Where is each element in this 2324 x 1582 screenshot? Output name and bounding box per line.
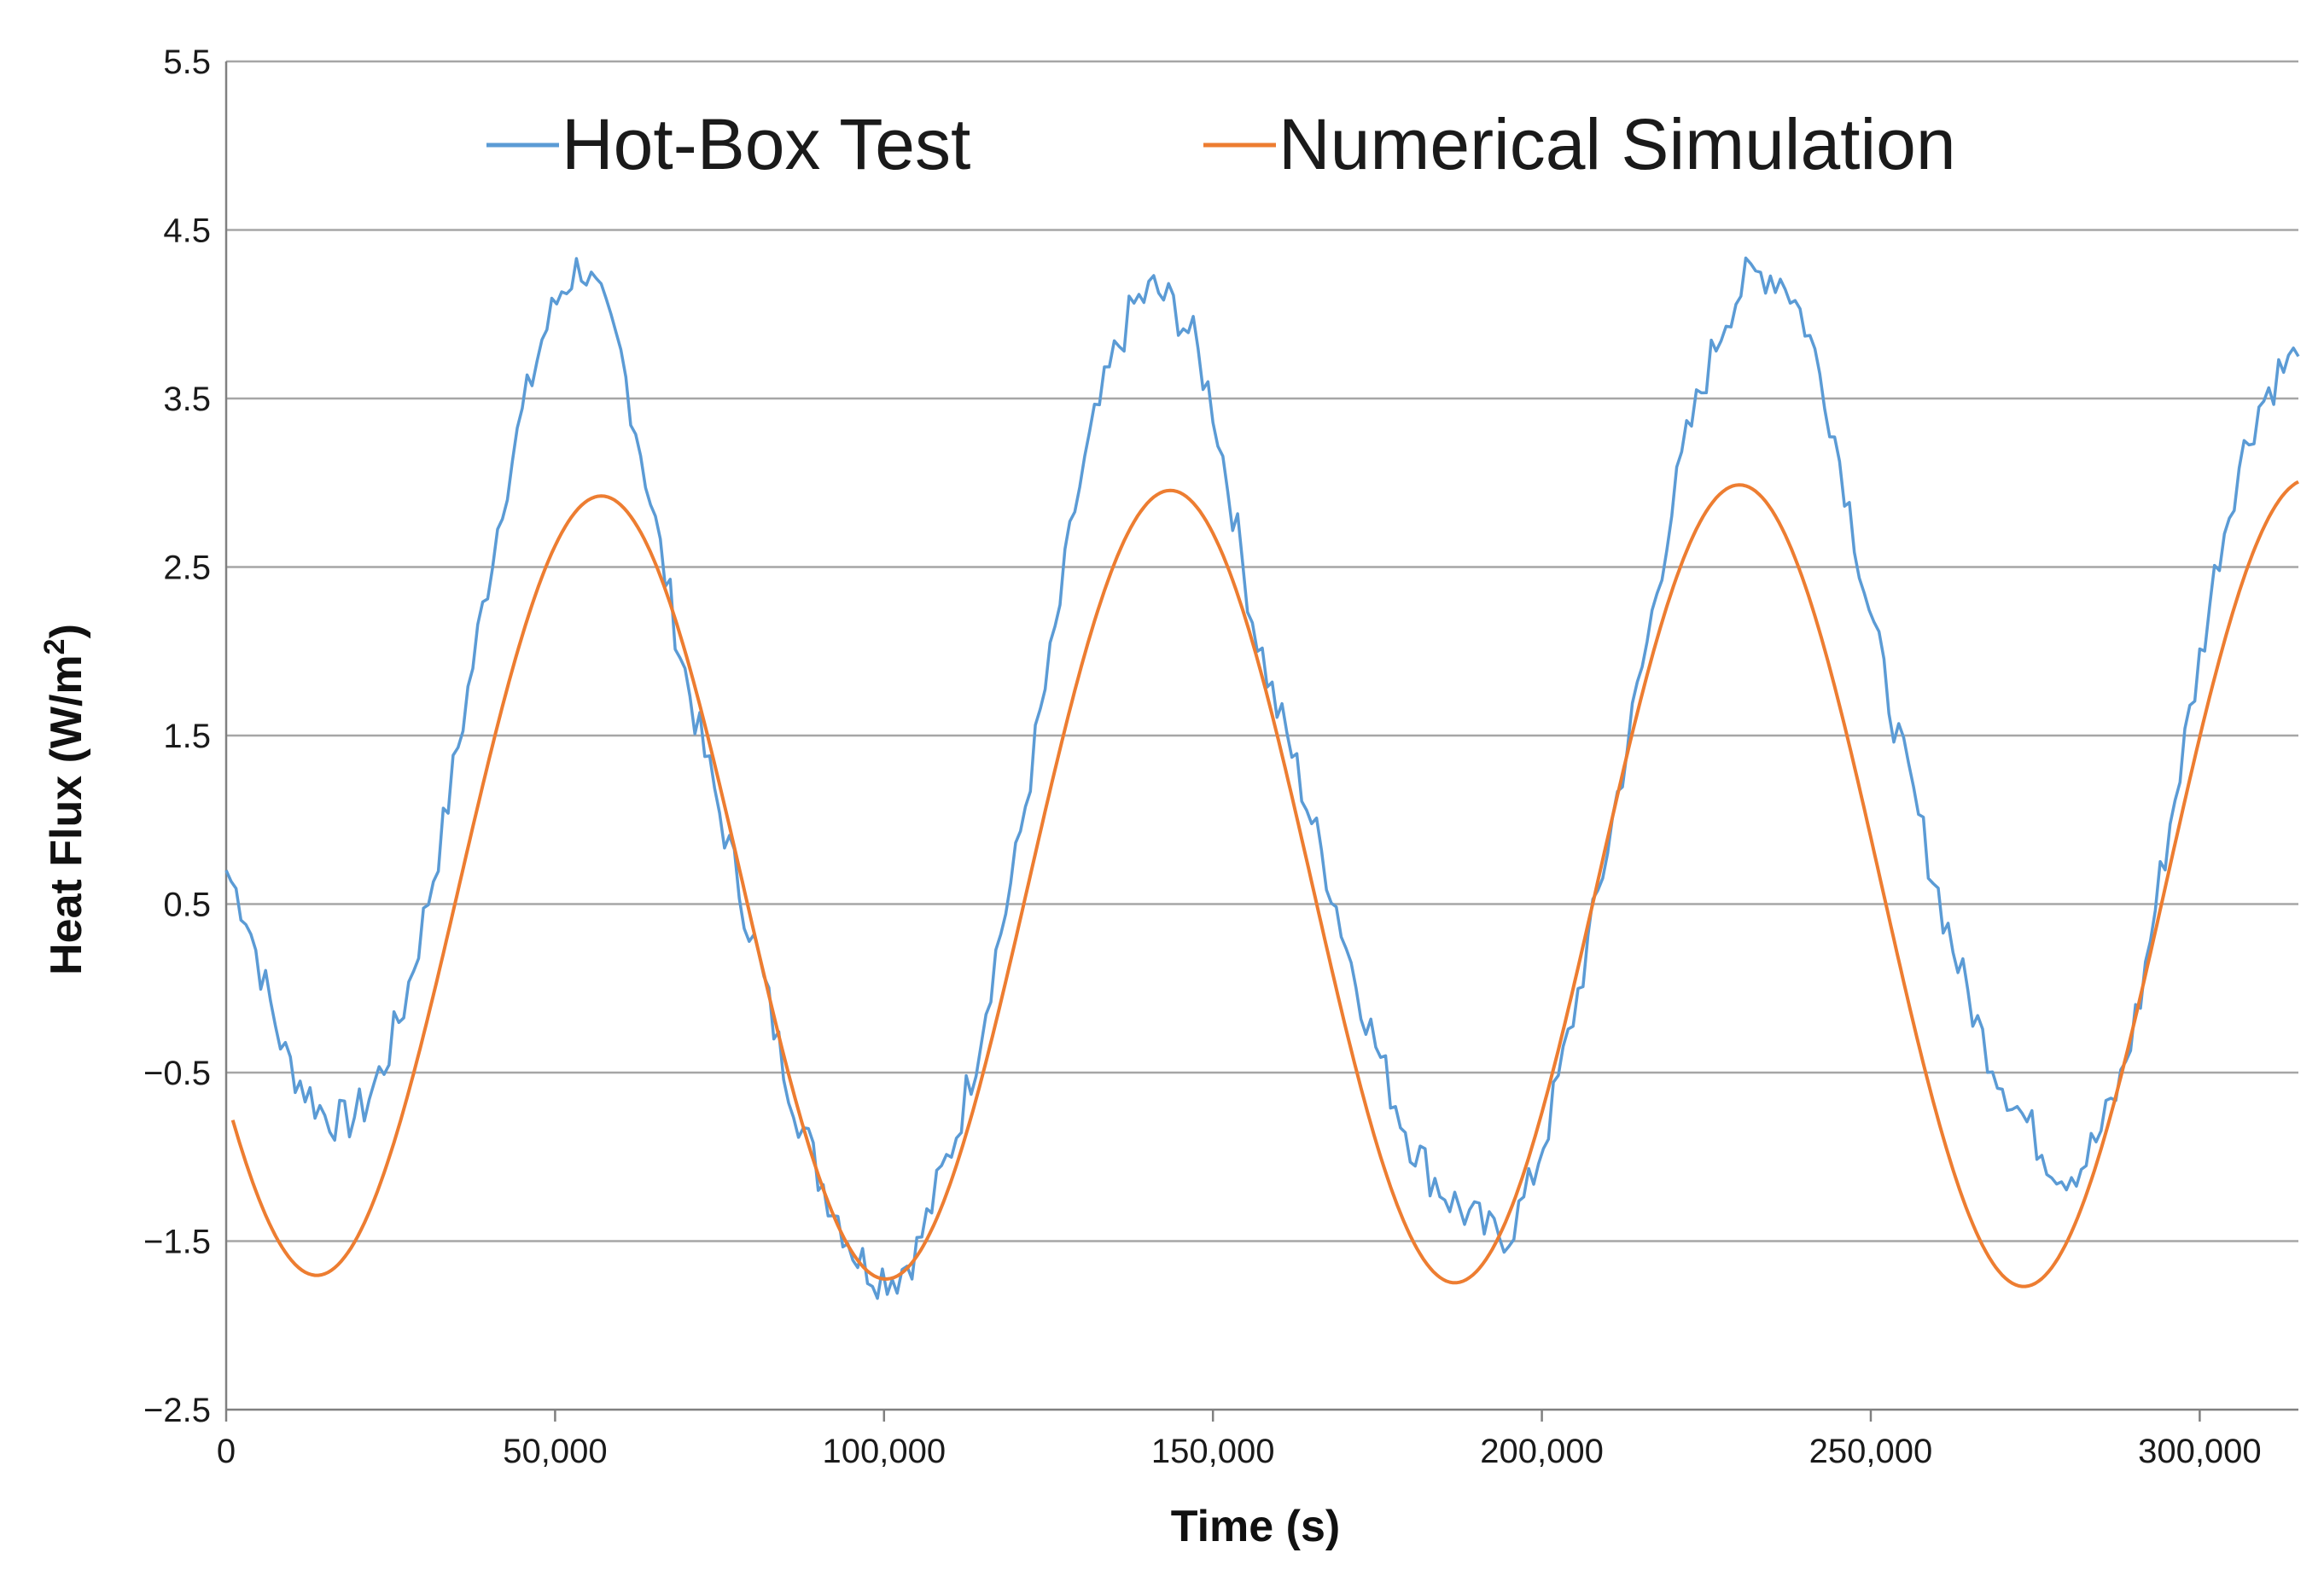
x-tick-label: 50,000 <box>503 1433 607 1470</box>
axes: −2.5 −1.5 −0.5 0.5 1.5 2.5 3.5 4.5 5.5 0 50,000 100… <box>143 44 2298 1470</box>
y-tick-label: 1.5 <box>163 718 211 755</box>
x-tick-label: 100,000 <box>822 1433 946 1470</box>
x-axis-title: Time (s) <box>1171 1502 1340 1551</box>
legend-label-simulation: Numerical Simulation <box>1278 104 1956 184</box>
y-axis-title-superscript: 2 <box>38 638 71 654</box>
x-tick-label: 300,000 <box>2138 1433 2262 1470</box>
y-axis-title-close: ) <box>42 624 91 638</box>
legend-label-hot-box: Hot-Box Test <box>562 104 970 184</box>
series-line-simulation <box>230 480 2299 1288</box>
y-axis-title-main: Heat Flux (W/m <box>42 654 91 975</box>
y-tick-label: −2.5 <box>143 1392 211 1429</box>
y-tick-label: 5.5 <box>163 44 211 81</box>
x-tick-label: 0 <box>217 1433 236 1470</box>
x-tick-label: 150,000 <box>1151 1433 1275 1470</box>
y-tick-label: 4.5 <box>163 212 211 250</box>
y-axis-title: Heat Flux (W/m2) <box>38 624 91 975</box>
y-tick-label: −1.5 <box>143 1224 211 1261</box>
grid-lines <box>226 60 2298 1242</box>
y-tick-label: 0.5 <box>163 887 211 924</box>
y-tick-label: 3.5 <box>163 381 211 418</box>
y-tick-label: −0.5 <box>143 1055 211 1092</box>
series-lines <box>224 256 2300 1300</box>
y-tick-label: 2.5 <box>163 550 211 587</box>
series-line-hot-box <box>224 256 2300 1300</box>
x-tick-label: 250,000 <box>1809 1433 1933 1470</box>
legend: Hot-Box Test Numerical Simulation <box>486 104 1956 184</box>
x-tick-label: 200,000 <box>1480 1433 1604 1470</box>
